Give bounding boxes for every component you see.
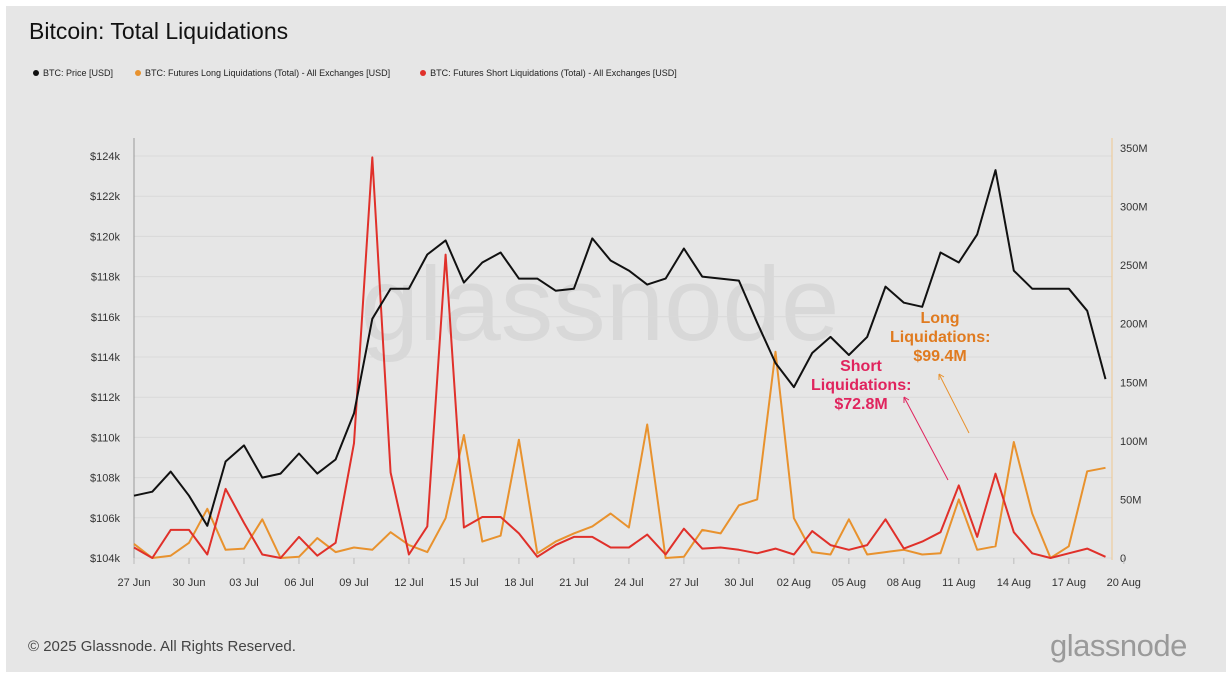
y-left-tick-label: $124k xyxy=(90,151,120,163)
y-left-tick-label: $122k xyxy=(90,191,120,203)
y-right-tick-label: 250M xyxy=(1120,260,1148,272)
annotation-line: Short xyxy=(840,358,882,375)
y-left-tick-label: $104k xyxy=(90,553,120,565)
y-left-tick-label: $118k xyxy=(91,272,121,284)
y-left-tick-label: $112k xyxy=(91,392,121,404)
price-line xyxy=(133,169,1107,527)
y-right-tick-label: 50M xyxy=(1120,494,1141,506)
copyright-footer: © 2025 Glassnode. All Rights Reserved. xyxy=(28,638,296,655)
y-right-tick-label: 150M xyxy=(1120,377,1148,389)
x-tick-label: 12 Jul xyxy=(394,577,423,589)
y-left-tick-label: $114k xyxy=(91,352,121,364)
y-right-tick-label: 300M xyxy=(1120,202,1148,214)
x-tick-label: 15 Jul xyxy=(449,577,478,589)
short-liquidations-annotation: Short Liquidations: $72.8M xyxy=(811,357,911,414)
long-arrowhead-icon xyxy=(938,373,945,380)
x-tick-label: 27 Jun xyxy=(117,577,150,589)
annotation-line: Liquidations: xyxy=(811,377,912,394)
x-tick-label: 06 Jul xyxy=(284,577,313,589)
legend: BTC: Price [USD] BTC: Futures Long Liqui… xyxy=(33,68,699,78)
y-right-tick-label: 0 xyxy=(1120,553,1126,565)
x-tick-label: 20 Aug xyxy=(1107,577,1141,589)
long-annotation-arrow xyxy=(938,373,970,434)
y-left-tick-label: $108k xyxy=(90,473,120,485)
annotation-line: $99.4M xyxy=(913,348,967,365)
short-arrowhead-icon xyxy=(903,396,910,403)
legend-label: BTC: Price [USD] xyxy=(43,68,114,78)
y-left-tick-label: $110k xyxy=(91,432,121,444)
x-tick-label: 21 Jul xyxy=(559,577,588,589)
x-tick-label: 17 Aug xyxy=(1052,577,1086,589)
legend-dot-icon xyxy=(135,70,142,76)
long-liquidations-annotation: Long Liquidations: $99.4M xyxy=(890,309,990,366)
glassnode-logo: glassnode xyxy=(1050,628,1187,663)
annotation-line: Liquidations: xyxy=(890,329,991,346)
legend-dot-icon xyxy=(420,70,427,76)
short-annotation-arrow xyxy=(903,396,949,481)
x-tick-label: 03 Jul xyxy=(229,577,258,589)
chart-panel xyxy=(6,6,1226,672)
x-tick-label: 30 Jun xyxy=(172,577,205,589)
x-tick-label: 02 Aug xyxy=(777,577,811,589)
y-left-tick-label: $116k xyxy=(91,312,121,324)
legend-item-long[interactable]: BTC: Futures Long Liquidations (Total) -… xyxy=(135,68,390,78)
x-tick-label: 18 Jul xyxy=(504,577,533,589)
x-tick-label: 05 Aug xyxy=(832,577,866,589)
y-left-tick-label: $120k xyxy=(90,231,120,243)
y-right-tick-label: 100M xyxy=(1120,436,1148,448)
y-right-tick-label: 200M xyxy=(1120,319,1148,331)
x-tick-label: 24 Jul xyxy=(614,577,643,589)
annotation-line: $72.8M xyxy=(834,396,888,413)
legend-label: BTC: Futures Long Liquidations (Total) -… xyxy=(145,68,391,78)
legend-item-short[interactable]: BTC: Futures Short Liquidations (Total) … xyxy=(420,68,677,78)
short-liquidations-line xyxy=(133,156,1106,559)
chart-title: Bitcoin: Total Liquidations xyxy=(29,18,289,44)
legend-label: BTC: Futures Short Liquidations (Total) … xyxy=(430,68,677,78)
long-liquidations-line xyxy=(133,350,1106,559)
legend-item-price[interactable]: BTC: Price [USD] xyxy=(33,68,113,78)
x-tick-label: 27 Jul xyxy=(669,577,698,589)
x-tick-label: 11 Aug xyxy=(942,577,975,589)
legend-dot-icon xyxy=(33,70,39,76)
y-left-tick-label: $106k xyxy=(90,513,120,525)
y-right-tick-label: 350M xyxy=(1120,143,1148,155)
x-tick-label: 09 Jul xyxy=(339,577,368,589)
x-tick-label: 30 Jul xyxy=(724,577,753,589)
x-tick-label: 08 Aug xyxy=(887,577,921,589)
annotation-line: Long xyxy=(920,310,960,327)
x-tick-label: 14 Aug xyxy=(997,577,1031,589)
